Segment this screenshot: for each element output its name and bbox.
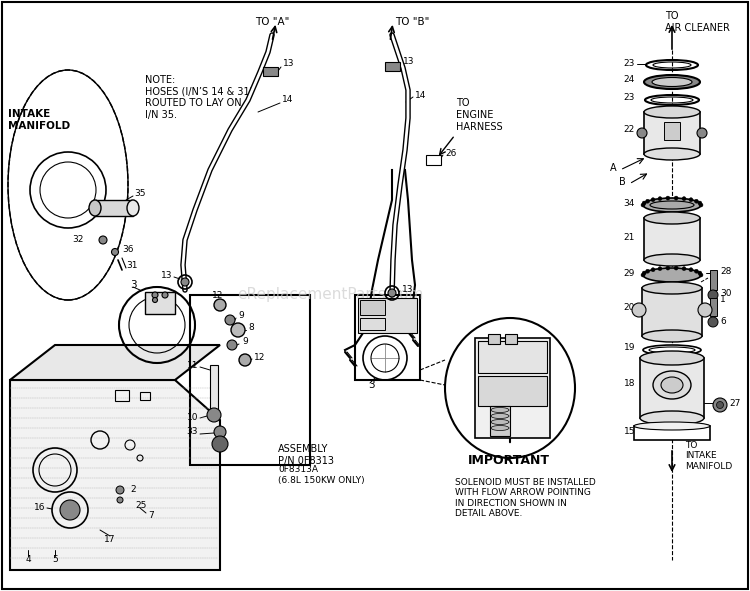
Ellipse shape: [491, 414, 509, 418]
Circle shape: [642, 201, 646, 205]
Circle shape: [658, 267, 662, 271]
Circle shape: [694, 199, 698, 203]
Text: 3: 3: [368, 380, 375, 390]
Text: 35: 35: [134, 189, 146, 197]
Text: 22: 22: [624, 125, 635, 135]
Circle shape: [694, 269, 698, 273]
Text: eReplacementParts.com: eReplacementParts.com: [237, 287, 423, 303]
Text: 9: 9: [242, 337, 248, 346]
Bar: [145, 292, 175, 314]
Text: 15: 15: [623, 427, 635, 437]
Text: 17: 17: [104, 535, 116, 544]
Circle shape: [698, 201, 702, 205]
Circle shape: [117, 497, 123, 503]
Circle shape: [646, 199, 650, 203]
Ellipse shape: [634, 422, 710, 430]
Bar: [478, 341, 547, 373]
Bar: [210, 365, 218, 415]
Polygon shape: [10, 380, 220, 570]
Bar: [263, 67, 278, 76]
Circle shape: [698, 271, 702, 275]
Bar: [358, 298, 417, 333]
Text: 14: 14: [415, 90, 426, 99]
Text: 9: 9: [238, 311, 244, 320]
Circle shape: [708, 290, 718, 300]
Text: 13: 13: [160, 271, 172, 281]
Text: 8: 8: [248, 323, 254, 333]
Text: ASSEMBLY
P/N 0F8313: ASSEMBLY P/N 0F8313: [278, 444, 334, 466]
Ellipse shape: [642, 282, 702, 294]
Text: IMPORTANT: IMPORTANT: [468, 453, 550, 466]
Circle shape: [646, 269, 650, 273]
Circle shape: [227, 340, 237, 350]
Ellipse shape: [643, 268, 701, 282]
Text: 6: 6: [720, 317, 726, 326]
Text: NOTE:
HOSES (I/N’S 14 & 31)
ROUTED TO LAY ON
I/N 35.: NOTE: HOSES (I/N’S 14 & 31) ROUTED TO LA…: [145, 75, 254, 120]
Ellipse shape: [644, 148, 700, 160]
Text: 13: 13: [402, 284, 413, 294]
Bar: [360, 318, 385, 330]
Bar: [475, 338, 550, 438]
Circle shape: [716, 401, 724, 408]
Circle shape: [666, 196, 670, 200]
Bar: [505, 334, 517, 344]
Circle shape: [214, 426, 226, 438]
Circle shape: [658, 197, 662, 200]
Circle shape: [152, 297, 157, 303]
Circle shape: [152, 292, 158, 298]
Bar: [115, 390, 129, 401]
Text: 31: 31: [126, 261, 137, 269]
Bar: [140, 392, 150, 400]
Text: 10: 10: [187, 414, 198, 423]
Ellipse shape: [642, 330, 702, 342]
Bar: [642, 288, 702, 336]
Ellipse shape: [644, 254, 700, 266]
Ellipse shape: [640, 351, 704, 365]
Text: 13: 13: [403, 57, 415, 66]
Circle shape: [637, 128, 647, 138]
Bar: [664, 122, 680, 140]
Polygon shape: [10, 345, 220, 380]
Text: INTAKE
MANIFOLD: INTAKE MANIFOLD: [8, 109, 70, 131]
Bar: [710, 270, 717, 290]
Circle shape: [632, 303, 646, 317]
Circle shape: [162, 292, 168, 298]
Text: 16: 16: [34, 502, 45, 511]
Ellipse shape: [491, 426, 509, 430]
Circle shape: [99, 236, 107, 244]
Circle shape: [214, 299, 226, 311]
Text: SOLENOID MUST BE INSTALLED
WITH FLOW ARROW POINTING
IN DIRECTION SHOWN IN
DETAIL: SOLENOID MUST BE INSTALLED WITH FLOW ARR…: [455, 478, 596, 518]
Circle shape: [112, 248, 118, 255]
Circle shape: [641, 273, 645, 277]
Circle shape: [239, 354, 251, 366]
Text: 32: 32: [73, 235, 84, 245]
Text: 34: 34: [624, 199, 635, 207]
Bar: [355, 295, 420, 380]
Text: 27: 27: [729, 400, 740, 408]
Circle shape: [60, 500, 80, 520]
Text: 7: 7: [148, 511, 154, 519]
Circle shape: [698, 303, 712, 317]
Text: 20: 20: [624, 304, 635, 313]
Circle shape: [207, 408, 221, 422]
Ellipse shape: [643, 345, 701, 355]
Bar: [634, 426, 710, 440]
Text: 24: 24: [624, 76, 635, 85]
Text: 0F8313A
(6.8L 150KW ONLY): 0F8313A (6.8L 150KW ONLY): [278, 465, 364, 485]
Text: 23: 23: [624, 59, 635, 67]
Circle shape: [689, 268, 693, 272]
Ellipse shape: [127, 200, 139, 216]
Text: 14: 14: [282, 96, 293, 105]
Text: TO "A": TO "A": [255, 17, 290, 27]
Bar: [478, 376, 547, 406]
Circle shape: [116, 486, 124, 494]
Bar: [710, 298, 717, 316]
Ellipse shape: [643, 198, 701, 212]
Text: 12: 12: [212, 291, 223, 300]
Text: 2: 2: [130, 485, 136, 495]
Text: TO
INTAKE
MANIFOLD: TO INTAKE MANIFOLD: [685, 441, 732, 471]
Text: A: A: [610, 163, 617, 173]
Circle shape: [674, 266, 678, 270]
Circle shape: [682, 267, 686, 271]
Circle shape: [212, 436, 228, 452]
